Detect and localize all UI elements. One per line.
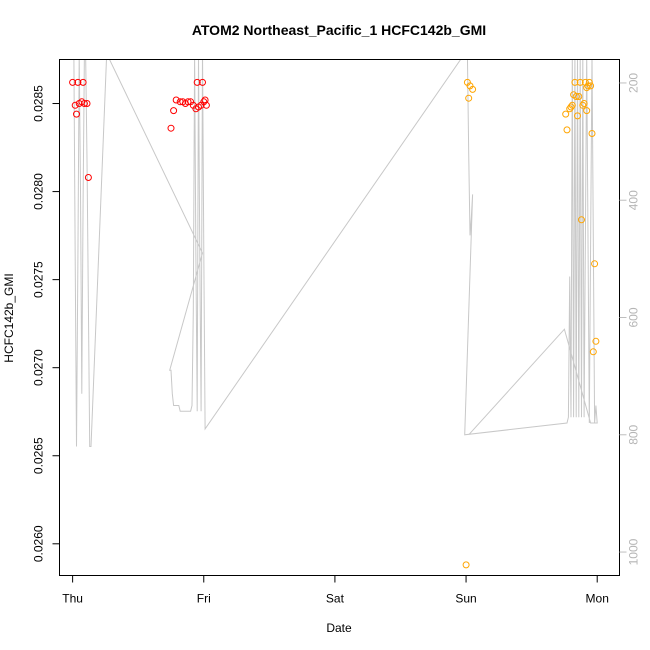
y-tick-label: 0.0285: [32, 85, 46, 122]
x-tick-label: Sat: [326, 592, 345, 606]
data-point: [579, 101, 587, 109]
data-point: [567, 103, 575, 111]
y-tick-label: 0.0265: [32, 437, 46, 474]
x-tick-label: Thu: [62, 592, 83, 606]
data-point: [575, 93, 583, 100]
x-axis: Thu Fri Sat Sun Mon: [62, 575, 609, 606]
x-axis-label: Date: [326, 621, 352, 635]
data-point: [469, 85, 477, 93]
data-point: [83, 100, 91, 107]
data-point: [193, 78, 201, 86]
y-tick-label: 0.0260: [32, 525, 46, 562]
data-point: [568, 101, 576, 109]
data-point: [74, 78, 82, 86]
data-point: [584, 82, 592, 90]
data-point: [71, 101, 79, 109]
y-tick-label: 0.0280: [32, 173, 46, 210]
y2-tick-label: 800: [627, 424, 641, 444]
data-point: [563, 126, 571, 134]
data-point: [73, 110, 80, 118]
data-point: [80, 100, 88, 107]
pressure-line-layer: [73, 59, 598, 447]
data-point: [591, 260, 599, 268]
data-point: [202, 101, 210, 109]
data-point: [199, 78, 206, 86]
data-point: [172, 96, 180, 104]
data-point: [170, 107, 178, 115]
data-point: [589, 348, 597, 356]
y-tick-label: 0.0275: [32, 261, 46, 298]
data-point: [79, 78, 87, 86]
y2-tick-label: 1000: [627, 538, 641, 565]
y2-tick-label: 600: [627, 307, 641, 327]
data-point: [562, 110, 570, 118]
x-tick-label: Fri: [197, 592, 211, 606]
data-points-layer: [69, 78, 600, 569]
x-tick-label: Sun: [455, 592, 476, 606]
y-axis-right: 200 400 600 800 1000: [619, 73, 641, 565]
data-point: [587, 82, 595, 90]
pressure-line: [73, 59, 598, 447]
data-point: [588, 130, 596, 137]
data-point: [580, 100, 588, 107]
data-point: [571, 78, 579, 86]
y-axis-label: HCFC142b_GMI: [2, 273, 16, 362]
data-point: [184, 98, 192, 106]
data-point: [69, 78, 77, 86]
data-point: [574, 112, 581, 120]
data-point: [167, 124, 175, 132]
chart-title: ATOM2 Northeast_Pacific_1 HCFC142b_GMI: [192, 22, 486, 38]
data-point: [465, 94, 473, 102]
y2-tick-label: 200: [627, 73, 641, 93]
y2-tick-label: 400: [627, 190, 641, 210]
data-point: [583, 107, 591, 115]
data-point: [578, 216, 585, 224]
data-point: [572, 93, 580, 100]
data-point: [585, 78, 593, 86]
x-tick-label: Mon: [586, 592, 609, 606]
y-tick-label: 0.0270: [32, 349, 46, 386]
y-axis: 0.0260 0.0265 0.0270 0.0275 0.0280 0.0285: [32, 85, 60, 562]
plot-frame: [59, 59, 620, 576]
data-point: [592, 337, 600, 345]
data-point: [462, 561, 470, 569]
data-point: [84, 174, 92, 181]
data-point: [576, 78, 584, 86]
